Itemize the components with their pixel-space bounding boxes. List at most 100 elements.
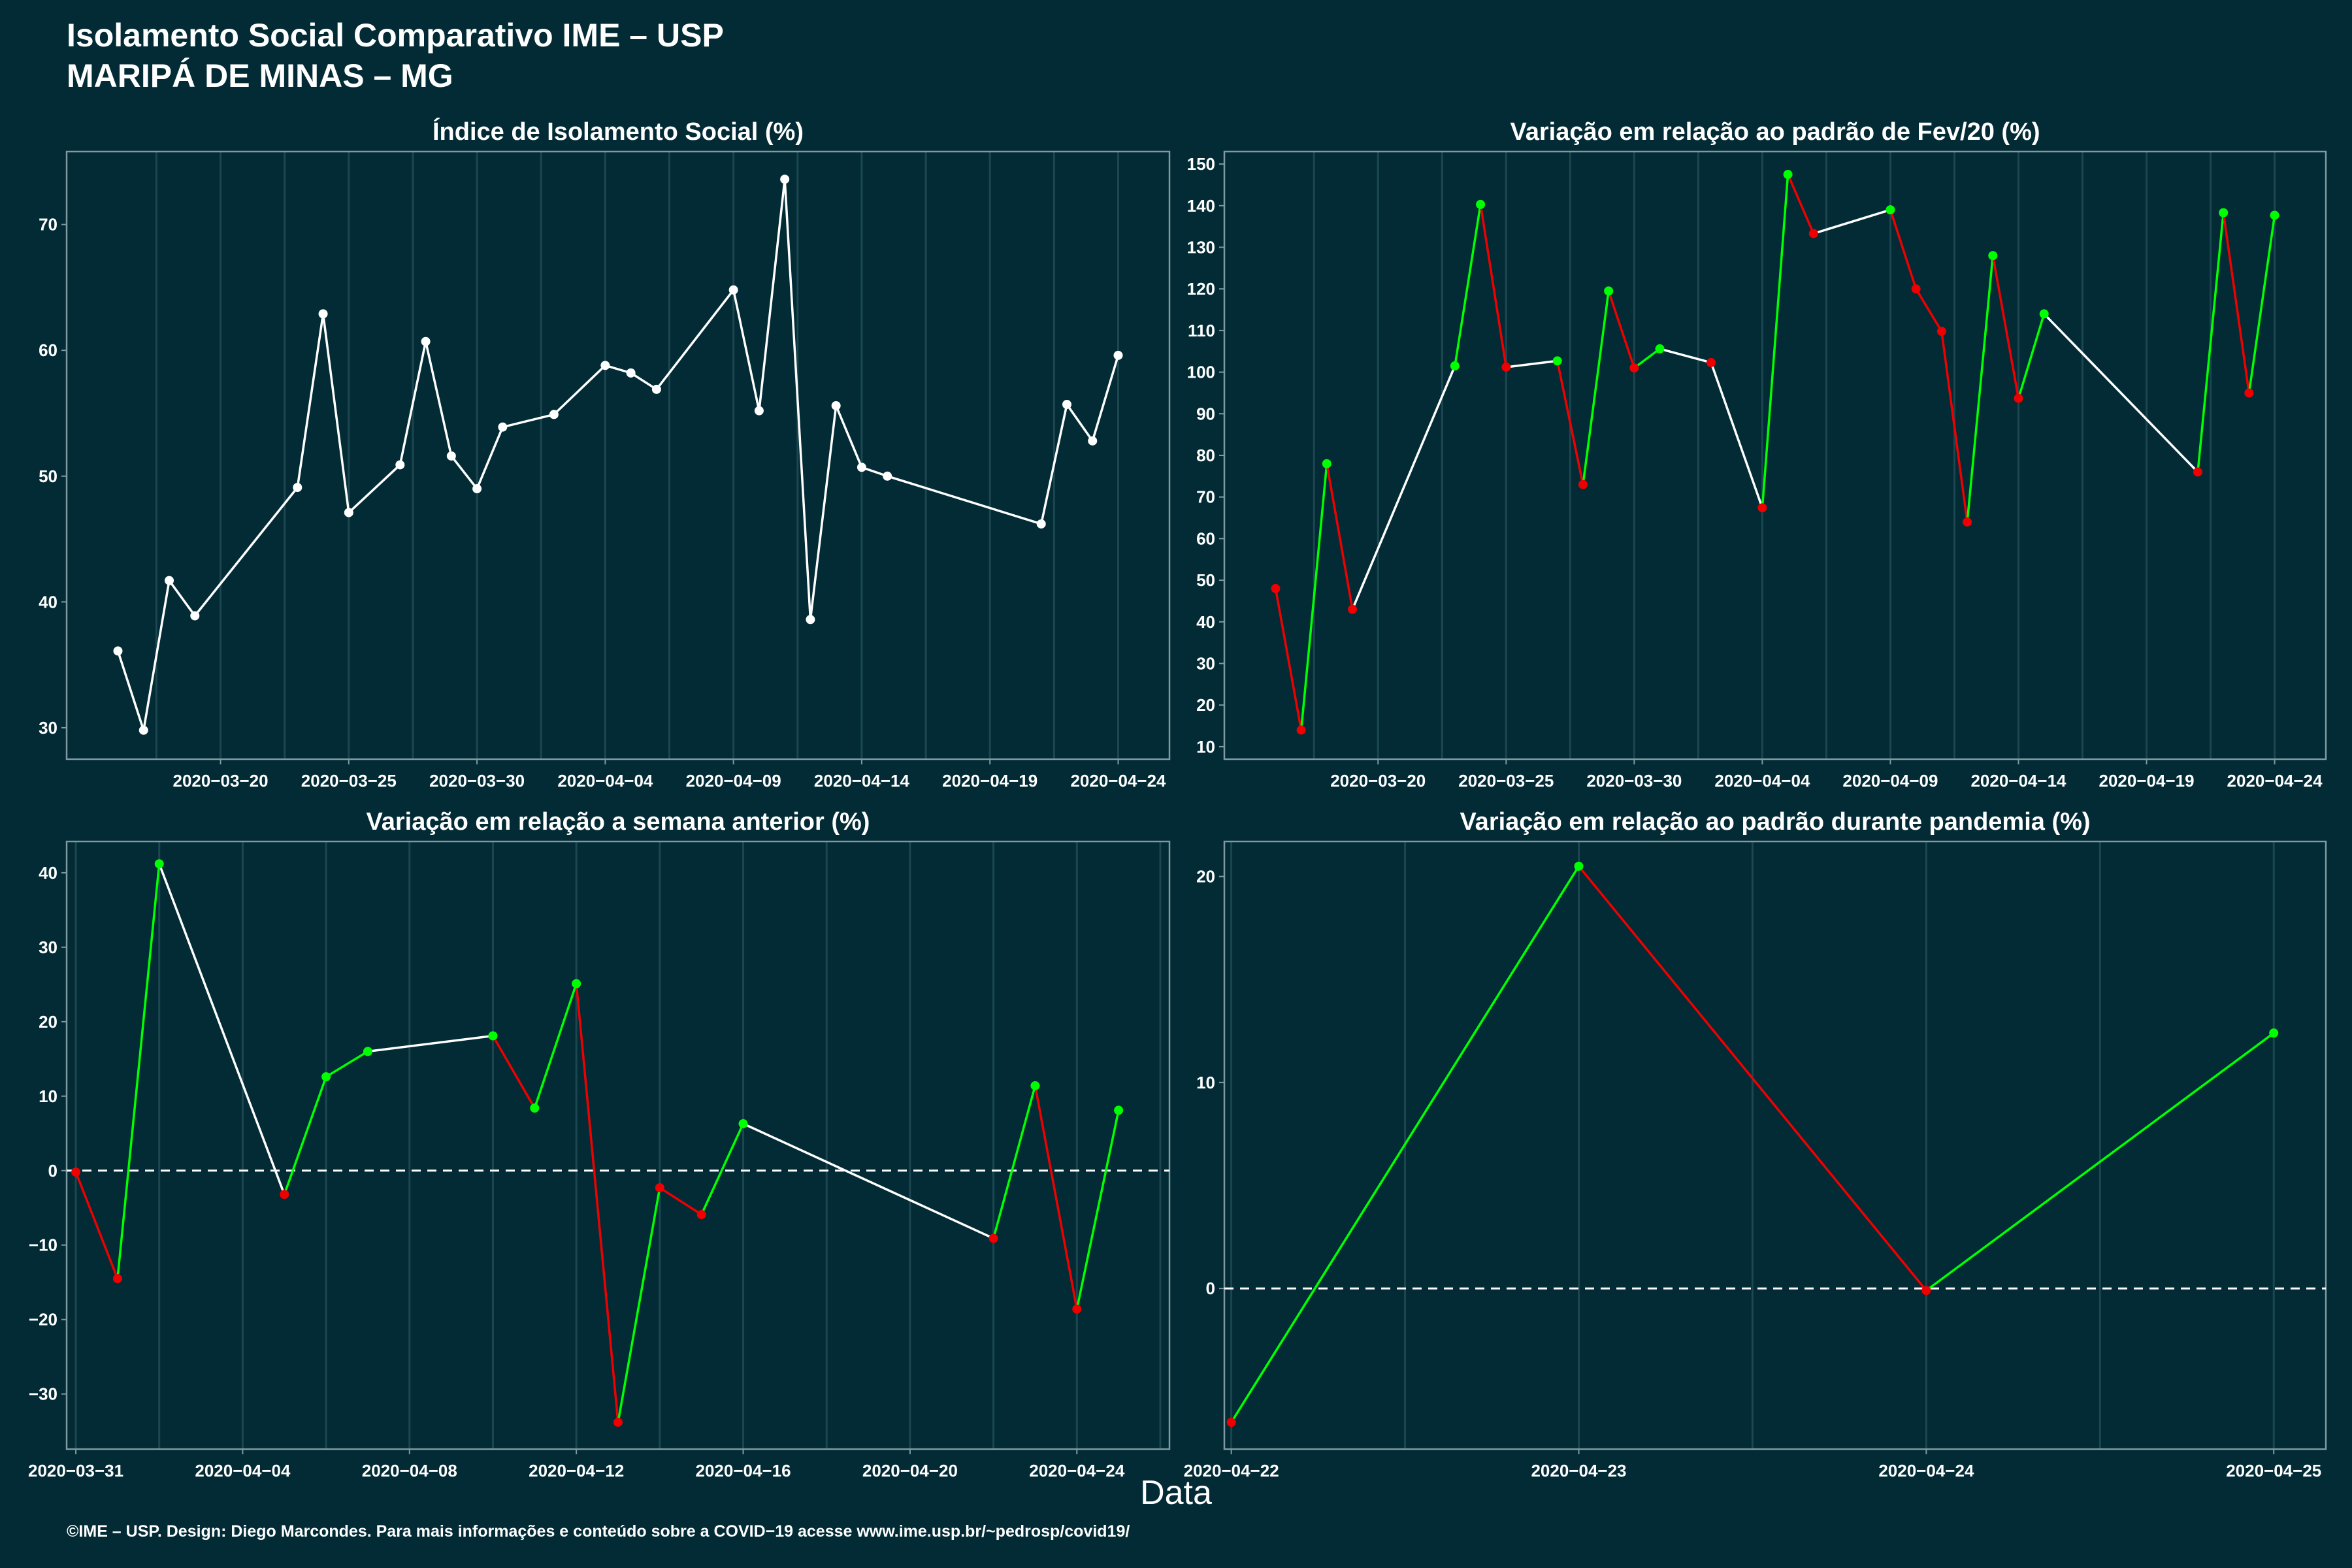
series-segment xyxy=(142,580,171,731)
series-segment xyxy=(835,405,863,468)
series-segment xyxy=(2197,212,2225,472)
data-point xyxy=(1886,205,1895,215)
y-tick-label: 130 xyxy=(1187,238,1215,257)
series-segment xyxy=(1066,404,1094,442)
data-point xyxy=(1988,251,1998,261)
y-tick-label: 50 xyxy=(39,466,57,486)
data-point xyxy=(1963,517,1972,527)
panel-grid xyxy=(74,841,1162,1449)
data-point xyxy=(1322,459,1331,468)
series-segment xyxy=(2222,212,2251,393)
chart-panel-2: Variação em relação ao padrão de Fev/20 … xyxy=(1187,118,2327,791)
series-segment xyxy=(283,1076,327,1195)
series-segment xyxy=(348,464,401,514)
data-point xyxy=(728,285,738,295)
data-point xyxy=(1501,362,1511,372)
data-point xyxy=(2269,1028,2279,1038)
data-point xyxy=(1062,400,1071,410)
y-tick-label: 40 xyxy=(1196,612,1215,632)
series-segment xyxy=(1633,348,1661,369)
data-point xyxy=(1629,363,1639,373)
series-segment xyxy=(424,341,453,457)
x-tick-label: 2020−04−24 xyxy=(2227,771,2323,791)
data-point xyxy=(780,174,790,184)
data-point xyxy=(498,422,508,432)
y-tick-label: 120 xyxy=(1187,279,1215,299)
y-tick-label: 90 xyxy=(1196,404,1215,423)
data-point xyxy=(655,1183,664,1192)
panel-title: Variação em relação ao padrão de Fev/20 … xyxy=(1510,118,2040,146)
series-segment xyxy=(1454,204,1482,367)
series-segment xyxy=(116,864,161,1279)
series-segment xyxy=(1506,359,1558,368)
series-segment xyxy=(476,427,504,489)
data-point xyxy=(651,384,661,394)
series-segment xyxy=(655,289,735,390)
series-segment xyxy=(450,455,478,490)
x-tick-label: 2020−03−25 xyxy=(301,771,397,791)
series-segment xyxy=(1915,288,1943,333)
x-tick-label: 2020−04−19 xyxy=(2099,771,2195,791)
series-segment xyxy=(742,1122,994,1240)
x-tick-label: 2020−04−08 xyxy=(362,1461,457,1480)
data-point xyxy=(421,336,431,346)
data-point xyxy=(738,1119,748,1128)
series-segment xyxy=(296,314,325,488)
data-point xyxy=(1655,344,1665,353)
y-tick-label: −20 xyxy=(29,1310,57,1330)
data-point xyxy=(71,1168,81,1177)
series-segment xyxy=(1274,588,1303,730)
data-point xyxy=(395,460,405,470)
series-segment xyxy=(1582,291,1610,485)
data-point xyxy=(1808,229,1818,238)
panel-title: Variação em relação ao padrão durante pa… xyxy=(1460,808,2090,836)
data-point xyxy=(1578,480,1588,489)
series-segment xyxy=(1786,174,1815,235)
series-segment xyxy=(630,372,657,391)
data-point xyxy=(1088,436,1098,446)
x-tick-label: 2020−04−14 xyxy=(1970,771,2066,791)
series-segment xyxy=(700,1123,745,1215)
data-point xyxy=(1072,1304,1082,1314)
series-segment xyxy=(1034,1085,1078,1310)
series-segment xyxy=(2043,313,2199,473)
shared-x-axis-label: Data xyxy=(1140,1474,1212,1512)
data-point xyxy=(2244,388,2254,398)
y-tick-label: 30 xyxy=(39,938,57,957)
x-tick-label: 2020−04−24 xyxy=(1029,1461,1125,1480)
panel-background xyxy=(67,841,1169,1449)
data-point xyxy=(572,979,581,988)
data-point xyxy=(293,483,302,493)
data-point xyxy=(2039,309,2049,319)
panel-border xyxy=(65,150,1171,760)
data-point xyxy=(2193,467,2202,477)
y-tick-label: 20 xyxy=(1196,695,1215,715)
x-tick-label: 2020−04−22 xyxy=(1184,1461,1279,1480)
x-tick-label: 2020−03−30 xyxy=(1586,771,1682,791)
y-tick-label: 70 xyxy=(1196,487,1215,507)
panel-title: Variação em relação a semana anterior (%… xyxy=(367,808,870,836)
series-segment xyxy=(1813,208,1891,235)
data-point xyxy=(1296,725,1306,735)
x-tick-label: 2020−03−25 xyxy=(1458,771,1554,791)
data-point xyxy=(165,576,174,585)
series-segment xyxy=(74,1171,119,1279)
data-series xyxy=(71,859,1124,1427)
series-segment xyxy=(325,1050,368,1078)
series-segment xyxy=(1479,204,1508,368)
data-point xyxy=(613,1417,623,1427)
y-tick-label: −10 xyxy=(29,1235,57,1255)
y-tick-label: 140 xyxy=(1187,196,1215,216)
data-point xyxy=(806,615,815,625)
data-point xyxy=(154,859,164,869)
y-tick-label: 10 xyxy=(1196,737,1215,757)
y-tick-label: 40 xyxy=(39,592,57,612)
y-tick-label: 10 xyxy=(1196,1073,1215,1092)
y-tick-label: 150 xyxy=(1187,154,1215,174)
panel-background xyxy=(67,152,1169,759)
series-segment xyxy=(617,1187,661,1423)
data-point xyxy=(883,471,892,481)
data-point xyxy=(1114,1105,1124,1115)
data-point xyxy=(988,1233,998,1243)
